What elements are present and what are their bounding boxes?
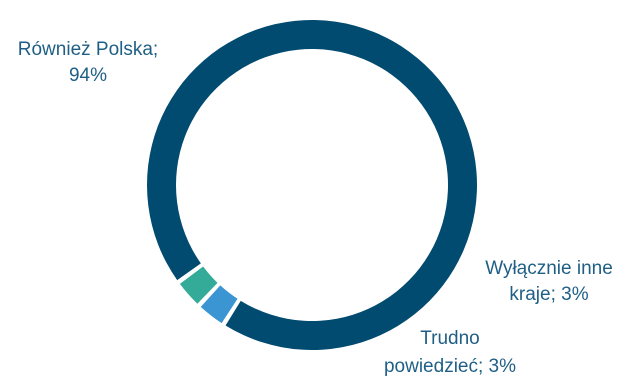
label-line: Wyłącznie inne: [485, 258, 613, 279]
slice-wylacznie-inne-kraje: [200, 285, 238, 324]
label-line: 94%: [69, 65, 107, 86]
label-line: powiedzieć; 3%: [384, 356, 516, 376]
label-wylacznie-inne-kraje: Wyłącznie inne kraje; 3%: [485, 258, 613, 305]
label-line: Trudno: [420, 328, 480, 349]
label-line: kraje; 3%: [509, 284, 588, 305]
label-line: Również Polska;: [18, 39, 158, 60]
label-rownie-polska: Również Polska; 94%: [18, 39, 158, 86]
label-trudno-powiedziec: Trudno powiedzieć; 3%: [384, 328, 516, 376]
slice-trudno-powiedziec: [179, 266, 218, 304]
